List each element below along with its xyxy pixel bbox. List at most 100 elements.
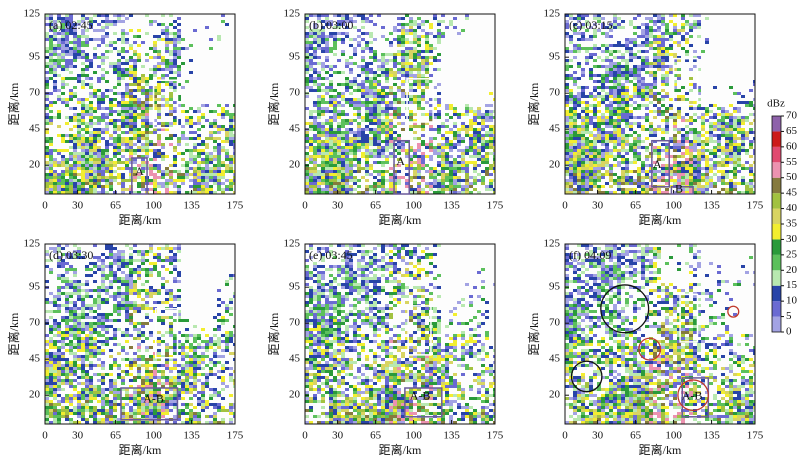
echo-cell: [593, 134, 597, 137]
x-tick-label: 135: [183, 200, 200, 212]
echo-cell: [685, 125, 689, 128]
echo-cell: [317, 170, 321, 173]
echo-cell: [581, 107, 585, 110]
echo-cell: [321, 32, 325, 35]
echo-cell: [69, 173, 73, 176]
echo-cell: [101, 161, 105, 164]
echo-cell: [433, 56, 437, 59]
echo-cell: [613, 68, 617, 71]
echo-cell: [445, 119, 449, 122]
echo-cell: [89, 104, 93, 107]
echo-cell: [377, 68, 381, 71]
echo-cell: [109, 188, 113, 191]
echo-cell: [577, 125, 581, 128]
echo-cell: [161, 152, 165, 155]
echo-cell: [605, 152, 609, 155]
echo-cell: [105, 107, 109, 110]
echo-cell: [657, 56, 661, 59]
echo-cell: [377, 98, 381, 101]
echo-cell: [401, 23, 405, 26]
echo-cell: [225, 134, 229, 137]
echo-cell: [345, 17, 349, 20]
echo-cell: [65, 134, 69, 137]
echo-cell: [653, 77, 657, 80]
echo-cell: [177, 74, 181, 77]
echo-cell: [101, 191, 105, 194]
echo-cell: [661, 128, 665, 131]
echo-cell: [601, 176, 605, 179]
echo-cell: [213, 137, 217, 140]
echo-cell: [153, 143, 157, 146]
echo-cell: [617, 83, 621, 86]
echo-cell: [73, 44, 77, 47]
echo-cell: [617, 92, 621, 95]
echo-cell: [325, 149, 329, 152]
echo-cell: [589, 176, 593, 179]
echo-cell: [397, 41, 401, 44]
echo-cell: [593, 44, 597, 47]
echo-cell: [449, 167, 453, 170]
echo-cell: [409, 47, 413, 50]
echo-cell: [405, 74, 409, 77]
echo-cell: [613, 182, 617, 185]
echo-cell: [305, 65, 309, 68]
echo-cell: [405, 140, 409, 143]
echo-cell: [361, 137, 365, 140]
echo-cell: [129, 101, 133, 104]
echo-cell: [417, 176, 421, 179]
echo-cell: [117, 176, 121, 179]
echo-cell: [169, 125, 173, 128]
echo-cell: [81, 68, 85, 71]
echo-cell: [77, 122, 81, 125]
echo-cell: [649, 71, 653, 74]
echo-cell: [49, 29, 53, 32]
echo-cell: [73, 149, 77, 152]
echo-cell: [585, 188, 589, 191]
echo-cell: [381, 170, 385, 173]
echo-cell: [125, 161, 129, 164]
echo-cell: [601, 77, 605, 80]
echo-cell: [321, 101, 325, 104]
echo-cell: [129, 14, 133, 17]
echo-cell: [657, 38, 661, 41]
echo-cell: [73, 107, 77, 110]
echo-cell: [377, 152, 381, 155]
echo-cell: [745, 167, 749, 170]
echo-cell: [593, 80, 597, 83]
echo-cell: [637, 155, 641, 158]
echo-cell: [197, 137, 201, 140]
echo-cell: [161, 143, 165, 146]
echo-cell: [701, 113, 705, 116]
echo-cell: [689, 161, 693, 164]
echo-cell: [341, 14, 345, 17]
echo-cell: [385, 107, 389, 110]
echo-cell: [465, 113, 469, 116]
echo-cell: [61, 182, 65, 185]
echo-cell: [609, 152, 613, 155]
echo-cell: [201, 185, 205, 188]
echo-cell: [713, 128, 717, 131]
echo-cell: [429, 23, 433, 26]
echo-cell: [317, 143, 321, 146]
echo-cell: [437, 98, 441, 101]
echo-cell: [569, 143, 573, 146]
echo-cell: [337, 164, 341, 167]
echo-cell: [329, 191, 333, 194]
echo-cell: [393, 92, 397, 95]
echo-cell: [57, 74, 61, 77]
echo-cell: [361, 86, 365, 89]
echo-cell: [369, 62, 373, 65]
echo-cell: [593, 59, 597, 62]
echo-cell: [333, 191, 337, 194]
echo-cell: [469, 176, 473, 179]
echo-cell: [117, 65, 121, 68]
echo-cell: [469, 125, 473, 128]
echo-cell: [657, 188, 661, 191]
echo-cell: [481, 134, 485, 137]
echo-cell: [617, 176, 621, 179]
echo-cell: [161, 32, 165, 35]
echo-cell: [749, 143, 753, 146]
echo-cell: [109, 164, 113, 167]
echo-cell: [433, 167, 437, 170]
echo-cell: [625, 74, 629, 77]
